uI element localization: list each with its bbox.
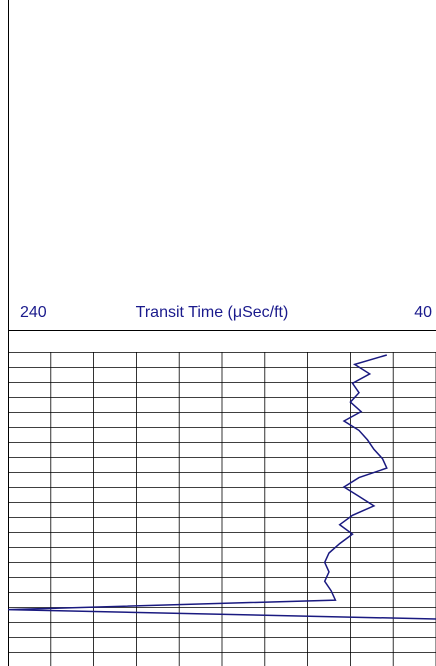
x-tick-label: 40	[414, 304, 432, 321]
x-tick-label: 240	[20, 304, 47, 321]
axis-title: Transit Time (μSec/ft)	[136, 304, 289, 321]
log-curve	[7, 354, 436, 620]
